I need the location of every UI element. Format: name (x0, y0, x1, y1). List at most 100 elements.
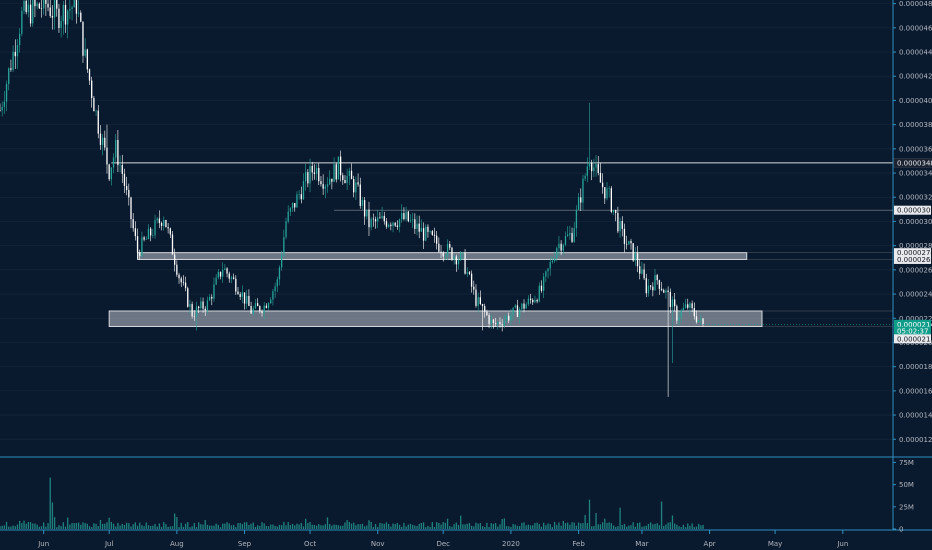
volume-bar (455, 522, 457, 529)
volume-bar (265, 526, 268, 529)
volume-bar (571, 522, 573, 529)
candle-body (193, 316, 195, 318)
volume-bar (449, 526, 451, 529)
volume-bar (663, 525, 665, 529)
x-tick-label: May (768, 540, 782, 548)
candle-body (53, 0, 56, 18)
candle-body (88, 69, 91, 81)
volume-bar (32, 523, 34, 529)
candle-body (379, 217, 381, 219)
volume-bar (355, 525, 357, 529)
candle-body (117, 139, 119, 166)
volume-bar (73, 523, 75, 529)
volume-bar (331, 525, 333, 529)
candle-body (610, 188, 612, 212)
candle-body (377, 217, 379, 222)
candle-body (682, 307, 685, 311)
candle-body (202, 301, 204, 309)
candle-body (324, 186, 326, 189)
volume-bar (86, 523, 88, 529)
volume-bar (18, 520, 21, 529)
candle-body (56, 0, 58, 9)
candle-body (449, 244, 451, 248)
volume-bar (191, 526, 193, 529)
volume-bar (523, 522, 525, 529)
volume-bar (687, 523, 689, 529)
candle-body (97, 110, 99, 134)
volume-bar (383, 523, 385, 529)
candle-body (405, 211, 407, 220)
volume-bar (353, 522, 355, 529)
volume-bar (169, 526, 171, 529)
volume-bar (270, 524, 272, 529)
volume-bar (577, 522, 580, 529)
volume-bar (414, 525, 416, 529)
volume-bar (348, 521, 350, 529)
candle-body (510, 315, 512, 321)
volume-bar (368, 520, 370, 529)
volume-bar (337, 525, 340, 529)
volume-bar (305, 518, 307, 529)
volume-bar (226, 522, 228, 529)
candle-body (246, 295, 248, 304)
candle-body (617, 212, 619, 232)
candle-body (473, 286, 475, 290)
candle-body (621, 221, 623, 229)
volume-bar (97, 526, 99, 529)
volume-bar (145, 522, 147, 529)
volume-bar (139, 522, 141, 529)
candle-body (497, 321, 499, 325)
candle-body (503, 320, 506, 326)
volume-bar (649, 522, 652, 529)
candle-body (353, 179, 355, 193)
volume-bar (69, 524, 71, 529)
candle-body (446, 244, 449, 256)
candle-body (110, 167, 113, 180)
candle-body (228, 273, 230, 279)
volume-bar (403, 522, 405, 529)
volume-bar (315, 525, 318, 529)
candle-body (606, 188, 608, 199)
candle-body (208, 296, 211, 301)
volume-bar (0, 526, 1, 529)
volume-bar (250, 523, 252, 529)
candle-body (534, 299, 536, 303)
volume-bar (551, 527, 554, 529)
volume-bar (5, 521, 8, 529)
candle-body (455, 256, 457, 265)
volume-bar (372, 527, 375, 529)
candle-body (678, 317, 680, 321)
volume-bar (222, 523, 224, 529)
candle-body (641, 269, 643, 274)
candle-body (195, 306, 198, 317)
volume-bar (599, 524, 602, 529)
volume-bar (604, 518, 606, 529)
candle-body (477, 297, 479, 306)
volume-bar (617, 526, 619, 529)
volume-bar (200, 524, 202, 529)
volume-bar (470, 525, 473, 529)
volume-bar (16, 524, 19, 529)
volume-bar (47, 523, 49, 529)
volume-bar (632, 522, 634, 529)
volume-bar (366, 525, 368, 529)
volume-bar (10, 526, 12, 529)
volume-bar (324, 524, 326, 529)
candle-body (281, 255, 283, 268)
volume-bar (536, 522, 538, 529)
volume-bar (239, 522, 241, 529)
volume-bar (451, 526, 453, 529)
candle-body (69, 8, 71, 11)
candle-body (660, 288, 663, 291)
candle-body (60, 21, 62, 28)
volume-bar (409, 523, 412, 529)
candle-body (676, 306, 678, 321)
candle-body (518, 309, 521, 317)
volume-bar (141, 525, 143, 529)
volume-bar (21, 523, 23, 529)
candle-body (112, 157, 115, 168)
x-tick-label: Oct (304, 540, 316, 548)
candle-body (536, 299, 538, 302)
volume-bar (357, 524, 359, 529)
